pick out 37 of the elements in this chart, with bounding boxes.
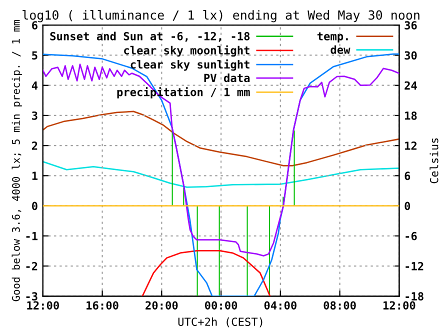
y-tick-label: 1 xyxy=(32,172,38,180)
y-tick-label: 5 xyxy=(32,51,38,60)
y2-tick-label: 6 xyxy=(404,172,410,180)
y-tick-label: -2 xyxy=(26,262,38,270)
x-tick-label: 12:00 xyxy=(27,301,59,310)
x-axis-title: UTC+2h (CEST) xyxy=(178,317,262,328)
legend-label: temp. xyxy=(317,32,348,43)
y2-tick-label: 24 xyxy=(404,81,417,90)
y-axis-title: Good below 3.6, 4000 lx; 5 min precip. / 1 mm xyxy=(12,20,22,302)
y2-tick-label: -12 xyxy=(406,262,424,270)
x-tick-label: 04:00 xyxy=(264,301,296,310)
y-tick-label: 3 xyxy=(32,111,38,120)
y-tick-label: -1 xyxy=(26,232,38,240)
y2-tick-label: 36 xyxy=(404,21,417,30)
y2-tick-label: 30 xyxy=(404,51,417,60)
legend-label: dew xyxy=(330,45,350,54)
legend-label: clear sky moonlight xyxy=(124,45,250,57)
y2-tick-label: 18 xyxy=(405,111,417,120)
y2-tick-label: 0 xyxy=(404,202,410,210)
y-tick-label: -3 xyxy=(26,292,38,301)
y-tick-label: 4 xyxy=(32,81,38,90)
x-tick-label: 00:00 xyxy=(204,301,238,310)
x-tick-label: 08:00 xyxy=(324,301,356,310)
y-tick-label: 2 xyxy=(32,142,38,150)
y-tick-label: 0 xyxy=(32,202,38,210)
y2-tick-label: -6 xyxy=(406,232,417,240)
y2-tick-label: 12 xyxy=(405,142,416,150)
legend-label: clear sky sunlight xyxy=(130,59,250,71)
y2-axis-title: Celsius xyxy=(430,138,438,184)
x-tick-label: 20:00 xyxy=(146,301,178,310)
x-tick-label: 16:00 xyxy=(86,301,118,310)
y-tick-label: 6 xyxy=(32,21,38,30)
x-tick-label: 12:00 xyxy=(383,301,416,310)
legend-label: Sunset and Sun at -6, -12, -18 xyxy=(50,32,250,42)
y2-tick-label: -18 xyxy=(406,292,424,301)
legend-label: PV data xyxy=(204,74,250,82)
chart-title: log10 ( illuminance / 1 lx) ending at Wed May 30 noon xyxy=(22,10,420,22)
